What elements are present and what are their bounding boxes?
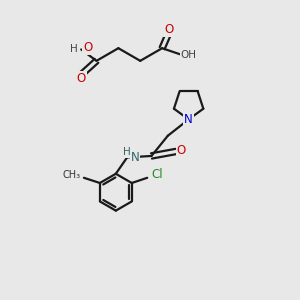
Text: OH: OH xyxy=(181,50,197,59)
Text: O: O xyxy=(164,23,173,36)
Text: N: N xyxy=(184,113,193,126)
Text: Cl: Cl xyxy=(152,168,163,181)
Text: H: H xyxy=(123,147,131,157)
Text: CH₃: CH₃ xyxy=(62,170,80,180)
Text: O: O xyxy=(177,144,186,158)
Text: N: N xyxy=(131,151,140,164)
Text: O: O xyxy=(76,72,86,85)
Text: H: H xyxy=(70,44,78,55)
Text: O: O xyxy=(83,41,92,55)
